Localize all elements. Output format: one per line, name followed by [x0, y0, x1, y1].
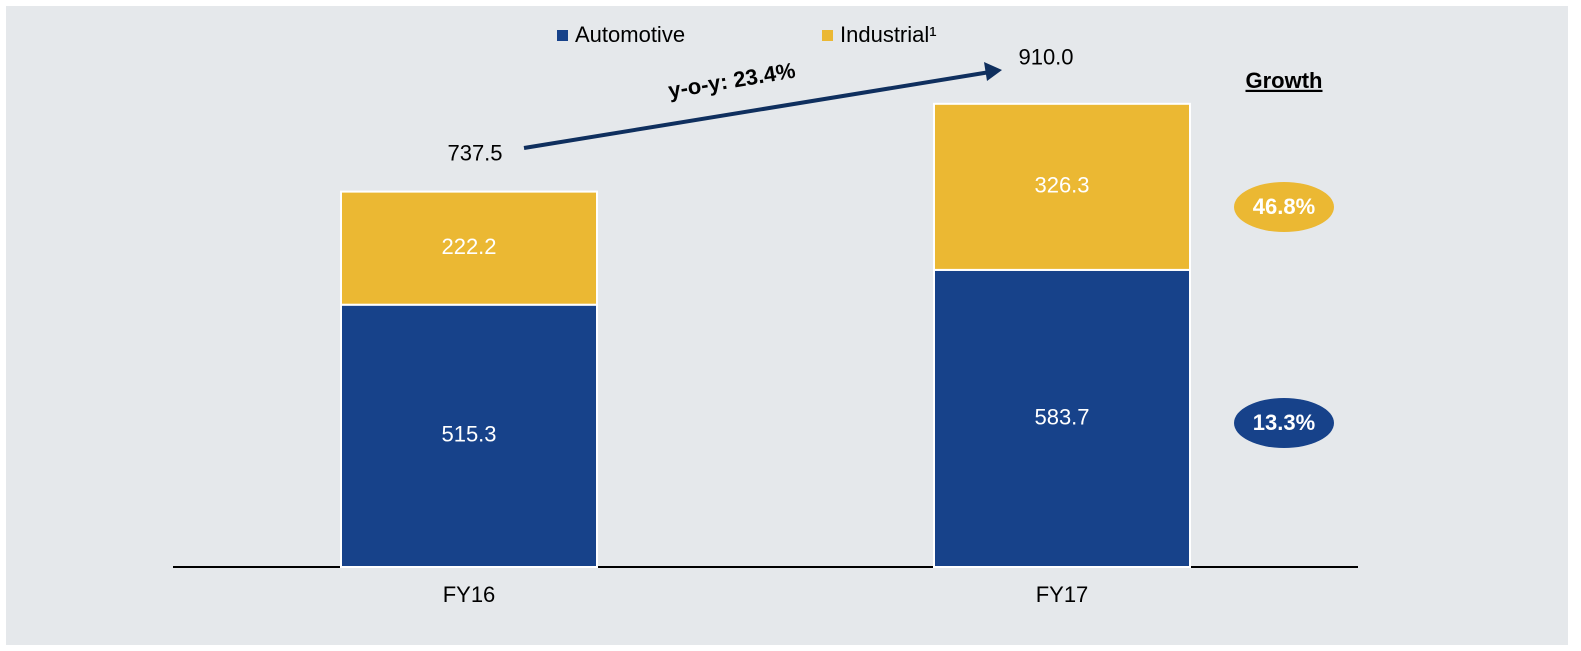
legend-label: Industrial¹ [840, 22, 937, 47]
arrow-head [984, 62, 1002, 81]
chart-background [6, 6, 1568, 645]
bar-segment [340, 190, 598, 306]
legend-label: Automotive [575, 22, 685, 47]
growth-title: Growth [1246, 68, 1323, 93]
total-label: 910.0 [1018, 45, 1073, 70]
bar-segment [933, 102, 1191, 271]
total-label: 737.5 [447, 140, 502, 165]
bar-segment [340, 303, 598, 568]
segment-label: 583.7 [1034, 404, 1089, 429]
bar-segment [933, 268, 1191, 568]
trend-arrow [523, 70, 991, 150]
x-tick-label: FY16 [443, 582, 496, 607]
legend-swatch [822, 30, 833, 41]
growth-badge [1234, 398, 1334, 448]
x-tick-label: FY17 [1036, 582, 1089, 607]
segment-label: 222.2 [441, 234, 496, 259]
legend-swatch [557, 30, 568, 41]
growth-badge [1234, 182, 1334, 232]
growth-label: 46.8% [1253, 194, 1315, 219]
segment-label: 326.3 [1034, 173, 1089, 198]
growth-label: 13.3% [1253, 410, 1315, 435]
segment-label: 515.3 [441, 422, 496, 447]
